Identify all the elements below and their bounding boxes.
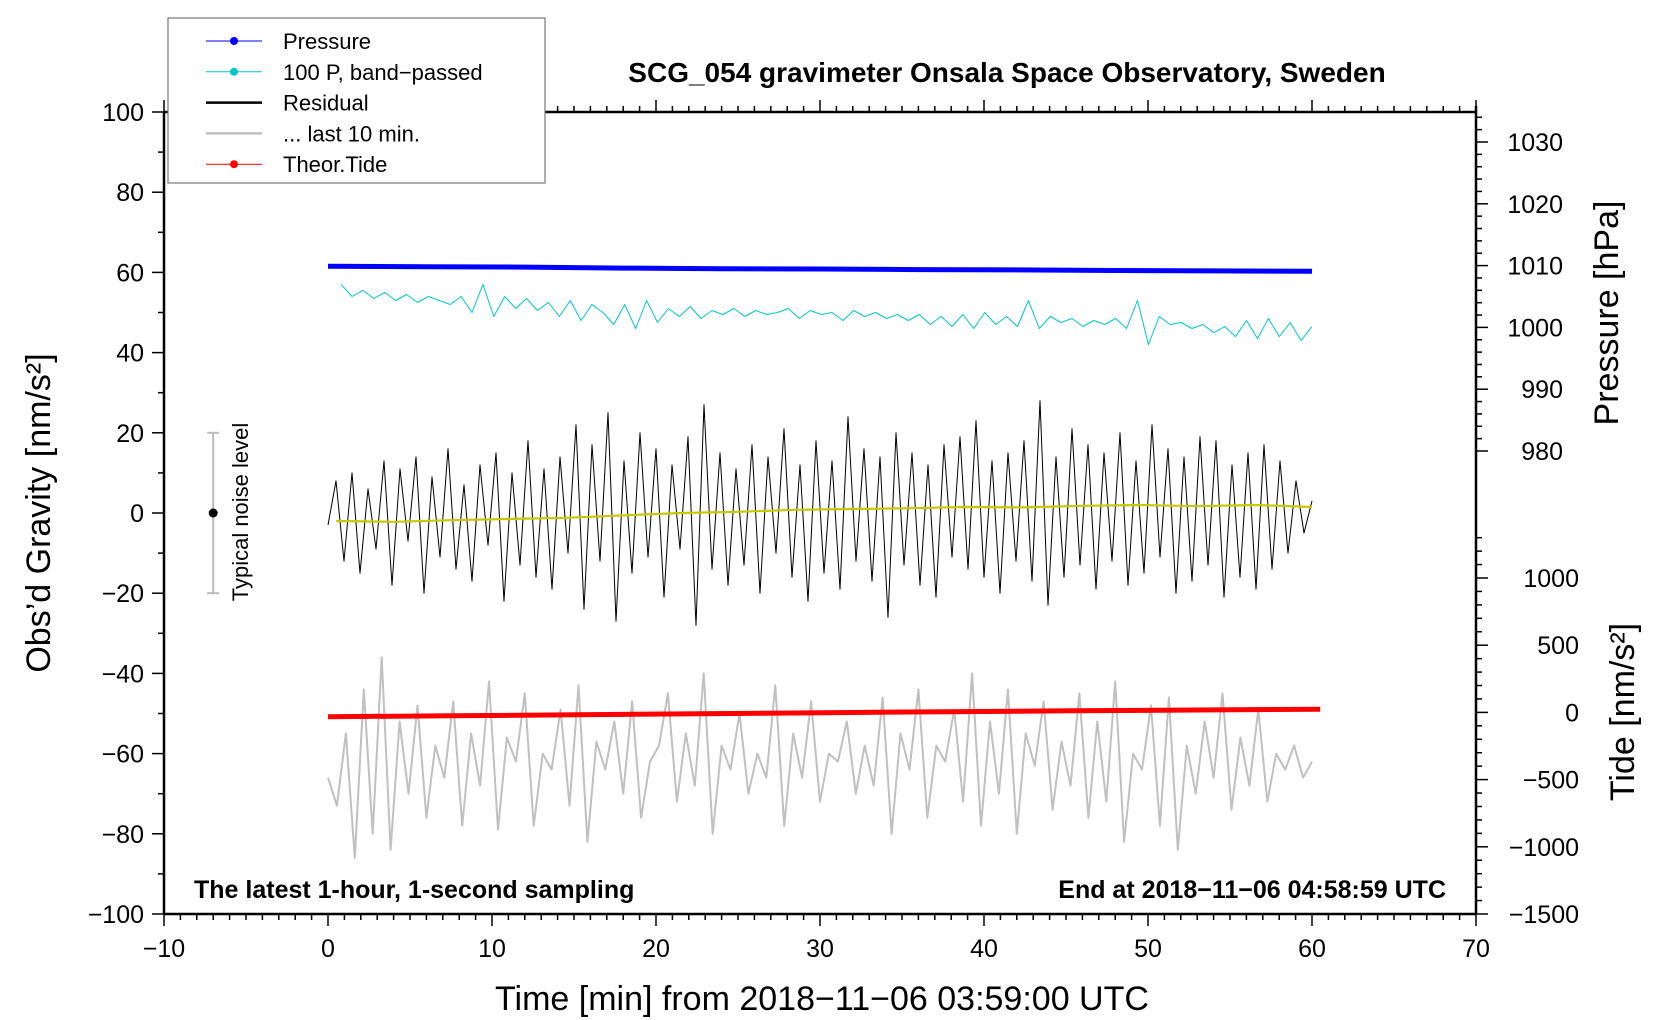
pressure-tick-label: 1020 <box>1507 191 1563 219</box>
pressure-tick-label: 1030 <box>1507 129 1563 157</box>
series-pressure <box>327 263 1313 274</box>
legend-box <box>167 17 546 184</box>
axes: −10 0 10 20 30 40 50 60 70−100−80−60−40−20020406… <box>88 99 1579 963</box>
y-axis-label-pressure: Pressure [hPa] <box>1588 201 1626 426</box>
chart-title: SCG_054 gravimeter Onsala Space Observat… <box>628 57 1385 88</box>
tide-tick-label: 500 <box>1537 632 1579 660</box>
y-axis-label-tide: Tide [nm/s²] <box>1604 623 1642 801</box>
x-tick-label: 20 <box>642 935 670 963</box>
tide-tick-label: −1000 <box>1509 834 1579 862</box>
legend-marker <box>230 160 238 169</box>
x-tick-label: 0 <box>321 935 335 963</box>
x-tick-label: −10 <box>143 935 185 963</box>
x-tick-label: 40 <box>970 935 998 963</box>
legend-label: Pressure <box>283 29 371 54</box>
y-tick-label: 80 <box>116 179 144 207</box>
pressure-tick-label: 1000 <box>1507 314 1563 342</box>
y-tick-label: 0 <box>130 500 144 528</box>
x-tick-label: 60 <box>1298 935 1326 963</box>
x-axis-label: Time [min] from 2018−11−06 03:59:00 UTC <box>495 980 1149 1018</box>
tide-tick-label: 1000 <box>1523 565 1579 593</box>
pressure-tick-label: 1010 <box>1507 253 1563 281</box>
x-tick-label: 10 <box>478 935 506 963</box>
series-100-p-band-passed <box>340 283 1313 346</box>
tide-tick-label: −500 <box>1523 767 1579 795</box>
y-axis-label-left: Obs’d Gravity [nm/s²] <box>20 353 58 672</box>
y-tick-label: 60 <box>116 259 144 287</box>
series-last-10-min <box>327 656 1313 859</box>
tide-tick-label: 0 <box>1565 699 1579 727</box>
pressure-tick-label: 980 <box>1521 438 1563 466</box>
pressure-tick-label: 990 <box>1521 376 1563 404</box>
y-tick-label: −40 <box>102 660 144 688</box>
plot-marks <box>207 263 1321 859</box>
x-tick-label: 50 <box>1134 935 1162 963</box>
legend-label: Residual <box>283 91 369 116</box>
y-tick-label: −100 <box>88 901 144 929</box>
noise-level-dot <box>208 508 218 518</box>
y-tick-label: 20 <box>116 420 144 448</box>
noise-level-label: Typical noise level <box>228 423 253 602</box>
series-residual <box>327 400 1313 626</box>
x-tick-label: 30 <box>806 935 834 963</box>
legend-label: Theor.Tide <box>283 152 387 177</box>
tide-tick-label: −1500 <box>1509 901 1579 929</box>
x-tick-label: 70 <box>1462 935 1490 963</box>
series-theor-tide <box>327 706 1321 720</box>
legend-label: 100 P, band−passed <box>283 60 483 85</box>
legend: Pressure 100 P, band−passed Residual ... la… <box>167 17 546 184</box>
y-tick-label: −20 <box>102 580 144 608</box>
y-tick-label: −60 <box>102 741 144 769</box>
note-sampling: The latest 1-hour, 1-second sampling <box>194 876 634 904</box>
note-end-time: End at 2018−11−06 04:58:59 UTC <box>1058 876 1446 904</box>
legend-marker <box>230 67 238 76</box>
legend-label: ... last 10 min. <box>283 121 420 146</box>
y-tick-label: −80 <box>102 821 144 849</box>
y-tick-label: 40 <box>116 340 144 368</box>
legend-marker <box>230 37 238 45</box>
y-tick-label: 100 <box>102 99 144 127</box>
legend-items: Pressure 100 P, band−passed Residual ... la… <box>206 29 483 177</box>
series-residual-smoothed <box>336 503 1313 523</box>
